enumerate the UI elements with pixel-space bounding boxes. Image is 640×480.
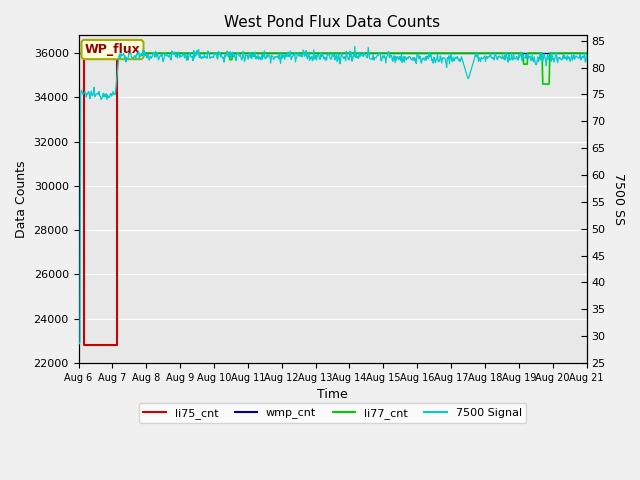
Y-axis label: Data Counts: Data Counts bbox=[15, 160, 28, 238]
Title: West Pond Flux Data Counts: West Pond Flux Data Counts bbox=[225, 15, 440, 30]
Text: WP_flux: WP_flux bbox=[84, 43, 140, 56]
X-axis label: Time: Time bbox=[317, 388, 348, 401]
Y-axis label: 7500 SS: 7500 SS bbox=[612, 173, 625, 225]
Legend: li75_cnt, wmp_cnt, li77_cnt, 7500 Signal: li75_cnt, wmp_cnt, li77_cnt, 7500 Signal bbox=[139, 403, 526, 423]
